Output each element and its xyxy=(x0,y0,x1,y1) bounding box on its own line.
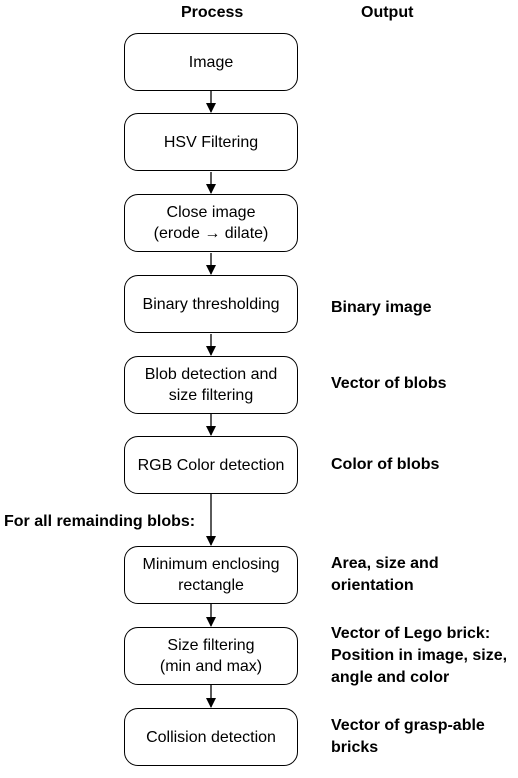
step-label: RGB Color detection xyxy=(137,456,285,474)
output-vector-of-graspable-bricks: Vector of grasp-able bricks xyxy=(331,717,485,756)
output-header: Output xyxy=(361,4,414,21)
step-label: Minimum enclosing rectangle xyxy=(142,556,280,594)
step-label: Size filtering (min and max) xyxy=(159,637,263,675)
loop-label: For all remainding blobs: xyxy=(4,513,196,530)
step-min-enclosing-rectangle: Minimum enclosing rectangle xyxy=(124,546,298,604)
step-blob-detection: Blob detection and size filtering xyxy=(124,356,298,414)
step-label: Image xyxy=(188,53,234,71)
output-binary-image: Binary image xyxy=(331,299,432,316)
step-image: Image xyxy=(124,33,298,91)
step-hsv-filtering: HSV Filtering xyxy=(124,113,298,171)
step-label: HSV Filtering xyxy=(163,133,259,151)
step-label: Blob detection and size filtering xyxy=(144,366,278,404)
output-color-of-blobs: Color of blobs xyxy=(331,456,440,473)
step-binary-thresholding: Binary thresholding xyxy=(124,275,298,333)
step-label: Binary thresholding xyxy=(142,295,280,313)
step-rgb-color-detection: RGB Color detection xyxy=(124,436,298,494)
step-collision-detection: Collision detection xyxy=(124,708,298,766)
step-label: Collision detection xyxy=(146,728,276,746)
output-area-size-orientation: Area, size and orientation xyxy=(331,555,439,594)
step-close-image: Close image (erode → dilate) xyxy=(124,194,298,252)
output-vector-of-blobs: Vector of blobs xyxy=(331,375,447,392)
process-header: Process xyxy=(181,4,244,21)
step-size-filtering: Size filtering (min and max) xyxy=(124,627,298,685)
output-vector-of-lego-brick: Vector of Lego brick: Position in image,… xyxy=(331,625,508,686)
step-label: Close image (erode → dilate) xyxy=(153,204,269,242)
